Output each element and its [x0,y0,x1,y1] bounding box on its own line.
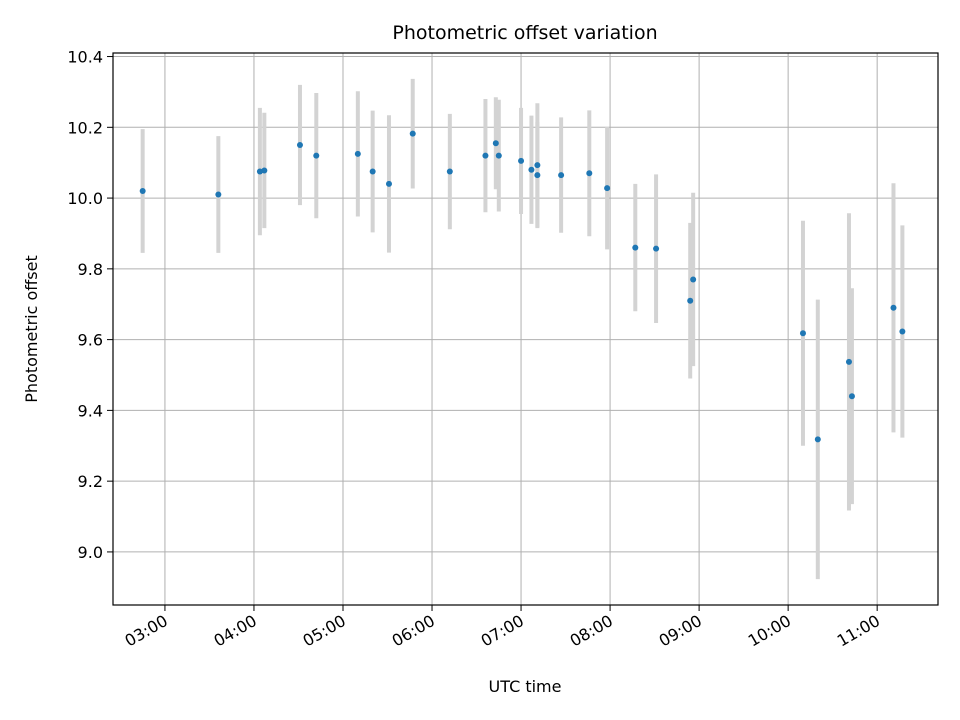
data-point [139,188,146,194]
data-point [495,152,502,159]
x-axis-ticks: 03:00 04:00 05:00 06:00 07:00 08:00 09:00 10:00… [122,605,883,651]
y-tick-label: 10.4 [67,48,103,67]
data-point [446,168,453,175]
data-point [518,157,525,164]
data-point [890,304,897,311]
y-tick-label: 9.6 [78,331,103,350]
data-point [799,330,806,337]
y-axis-ticks: 9.0 9.2 9.4 9.6 9.8 10.0 10.2 10.4 [67,48,113,562]
data-point [586,170,593,177]
data-point [604,185,611,192]
data-point [690,276,697,283]
x-tick-label: 10:00 [745,611,794,651]
data-point [261,167,268,174]
data-point [482,152,489,159]
x-tick-label: 06:00 [389,611,438,651]
x-tick-label: 11:00 [834,611,883,651]
y-tick-label: 9.8 [78,260,103,279]
grid [113,53,938,605]
data-point [899,328,906,335]
data-point [296,142,303,148]
data-points [139,130,906,443]
y-tick-label: 9.4 [78,401,103,420]
data-point [354,150,361,157]
chart-title: Photometric offset variation [392,22,657,44]
data-point [313,152,320,159]
y-tick-label: 9.2 [78,472,103,491]
x-tick-label: 03:00 [122,611,171,651]
data-point [492,140,499,147]
x-tick-label: 04:00 [211,611,260,651]
data-point [845,358,852,365]
data-point [385,180,392,187]
data-point [215,191,222,198]
x-axis-label: UTC time [489,677,562,696]
y-tick-label: 10.0 [67,189,103,208]
data-point [528,166,535,173]
data-point [558,172,565,179]
data-point [687,297,694,304]
data-point [848,393,855,400]
data-point [369,168,376,175]
x-tick-label: 08:00 [567,611,616,651]
data-point [409,130,416,137]
data-point [534,172,541,179]
x-tick-label: 05:00 [300,611,349,651]
plot-frame [112,52,939,606]
x-tick-label: 07:00 [478,611,527,651]
x-tick-label: 09:00 [656,611,705,651]
y-tick-label: 10.2 [67,118,103,137]
y-tick-label: 9.0 [78,543,103,562]
data-point [632,244,639,251]
data-point [814,436,821,443]
data-point [653,245,660,252]
y-axis-label: Photometric offset [22,255,41,403]
data-point [534,162,541,169]
